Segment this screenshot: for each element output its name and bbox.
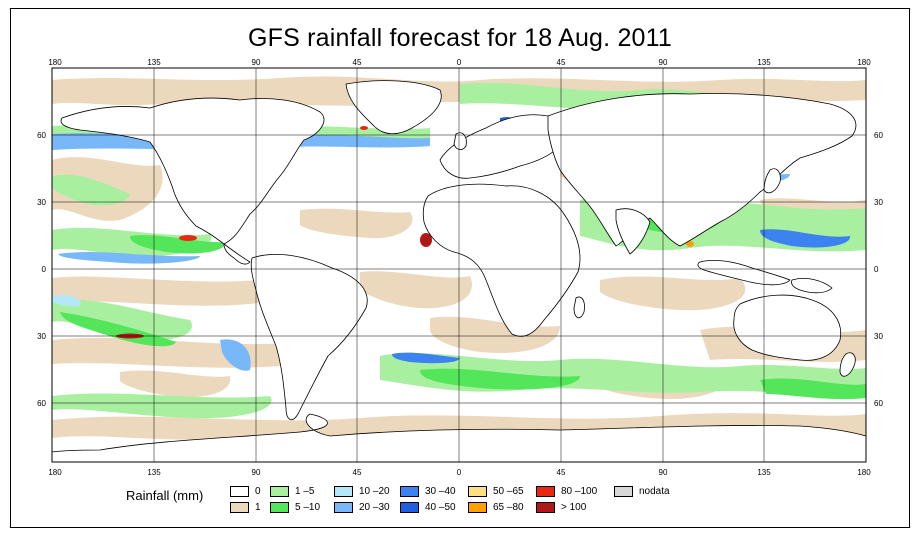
lon-label: 180 [48,468,62,477]
longitude-labels-bottom: 180 135 90 45 0 45 90 135 180 [48,468,871,477]
lon-label: 45 [557,468,566,477]
new-guinea [791,278,833,294]
lat-label: 30 [874,332,883,341]
lon-label: 45 [557,58,566,67]
lon-label: 45 [353,468,362,477]
lat-label: 30 [874,198,883,207]
lon-label: 90 [252,58,261,67]
south-america [250,253,368,421]
madagascar [573,296,585,319]
asia [547,93,857,247]
indonesia [697,260,791,286]
latitude-labels-right: 60 30 0 30 60 [874,131,883,408]
lon-label: 135 [147,58,161,67]
map-border [51,67,867,463]
map-title: GFS rainfall forecast for 18 Aug. 2011 [247,24,673,52]
lat-label: 60 [874,131,883,140]
lon-label: 0 [457,468,462,477]
lon-label: 135 [757,58,771,67]
lat-label: 0 [874,265,879,274]
lon-label: 180 [857,58,871,67]
central-america [223,243,251,265]
lat-label: 60 [37,131,46,140]
lon-label: 90 [252,468,261,477]
lat-label: 60 [874,399,883,408]
longitude-labels-top: 180 135 90 45 0 45 90 135 180 [48,58,871,67]
lon-label: 135 [757,468,771,477]
lon-label: 135 [147,468,161,477]
lon-label: 90 [659,468,668,477]
lat-label: 0 [42,265,47,274]
australia [733,294,842,361]
india [615,208,651,255]
new-zealand [839,352,856,377]
lon-label: 0 [457,58,462,67]
graticule [52,68,866,462]
lon-label: 180 [48,58,62,67]
japan [763,168,781,194]
lat-label: 60 [37,399,46,408]
africa [422,183,581,337]
lon-label: 45 [353,58,362,67]
latitude-labels-left: 60 30 0 30 60 [37,131,46,408]
lat-label: 30 [37,332,46,341]
british-isles [453,132,467,150]
lon-label: 180 [857,468,871,477]
lat-label: 30 [37,198,46,207]
greenland [345,80,442,135]
lon-label: 90 [659,58,668,67]
